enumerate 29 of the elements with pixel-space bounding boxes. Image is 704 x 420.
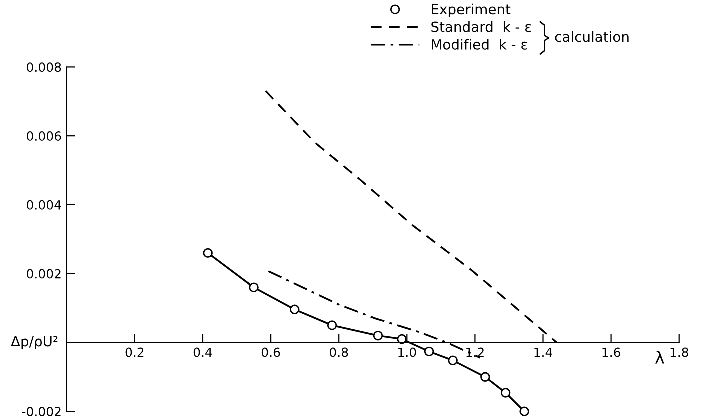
point <box>520 406 530 416</box>
point <box>249 282 259 292</box>
x-tick-label: 1.6 <box>602 348 620 358</box>
x-tick-label: 1.0 <box>398 348 416 358</box>
point <box>448 356 458 366</box>
legend-label: Modified k - ε <box>432 39 528 50</box>
point <box>424 346 434 357</box>
x-tick-label: 1.8 <box>670 348 688 358</box>
x-tick-label: 0.2 <box>126 348 144 358</box>
legend-label: Standard k - ε <box>432 22 532 32</box>
legend-label: Experiment <box>432 4 511 18</box>
text: calculation <box>555 31 629 42</box>
x-tick-label: 0.4 <box>194 348 212 358</box>
point <box>373 330 384 341</box>
point <box>480 372 490 382</box>
x-tick-label: 0.8 <box>330 348 348 358</box>
y-axis-title: Δp/ρU² <box>11 336 58 350</box>
y-tick-label: 0.008 <box>27 62 62 72</box>
y-tick-label: 0.006 <box>27 132 62 142</box>
y-tick-label: -0.002 <box>22 407 61 417</box>
x-tick-label: 0.6 <box>262 348 280 358</box>
point <box>327 320 338 330</box>
point <box>203 248 213 258</box>
y-tick-label: 0.004 <box>27 200 62 210</box>
x-tick-label: 1.4 <box>534 348 552 358</box>
y-tick-label: 0.002 <box>27 269 61 279</box>
point <box>500 388 511 398</box>
x-axis-title: λ <box>655 351 664 364</box>
point <box>290 304 300 315</box>
